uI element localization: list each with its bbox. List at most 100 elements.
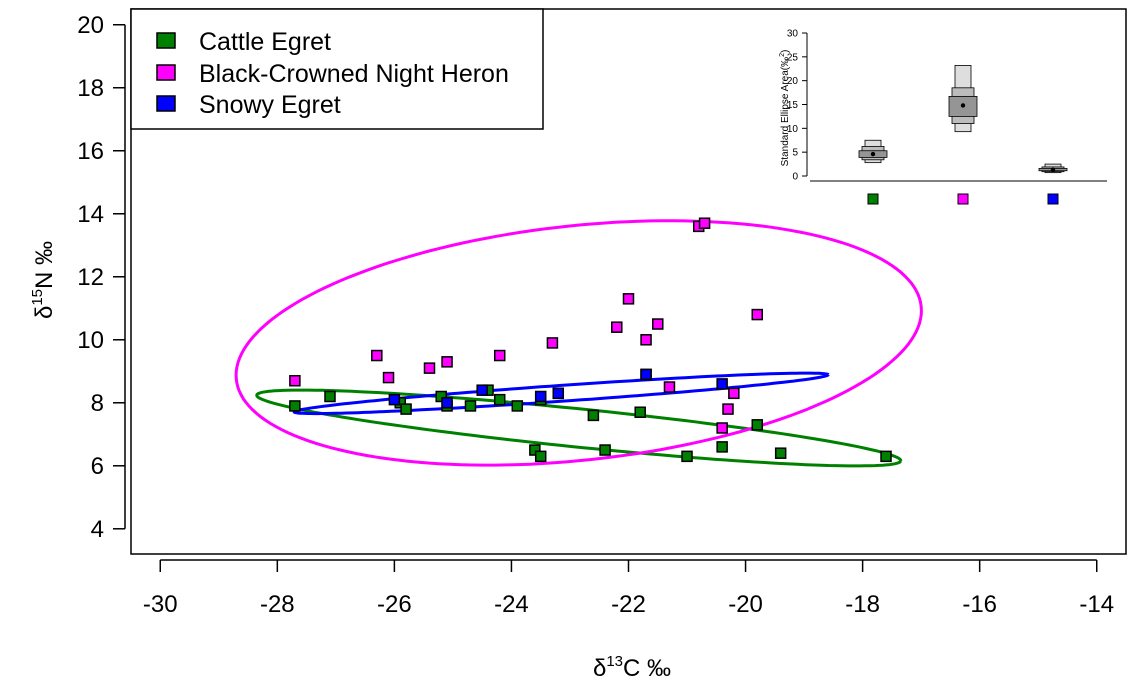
legend-swatch-snowy-egret	[156, 95, 176, 112]
point-black-crowned-night-heron	[698, 217, 711, 229]
x-tick-label: -26	[377, 591, 412, 618]
inset-mode-dot	[870, 151, 876, 157]
point-black-crowned-night-heron	[423, 362, 436, 374]
point-black-crowned-night-heron	[382, 371, 395, 384]
point-black-crowned-night-heron	[640, 334, 652, 346]
inset-y-axis-label-main: Standard Ellipse Area(‰	[780, 57, 791, 167]
point-snowy-egret	[476, 384, 488, 396]
point-cattle-egret	[587, 409, 600, 422]
x-tick-label: -18	[845, 591, 880, 618]
x-tick-label: -22	[611, 591, 646, 618]
point-layer	[289, 217, 892, 463]
point-cattle-egret	[464, 400, 477, 412]
inset-y-tick-label: 20	[787, 76, 799, 87]
x-tick-label: -28	[260, 591, 295, 618]
point-snowy-egret	[534, 390, 547, 403]
ellipse-snowy-egret	[292, 371, 830, 416]
y-tick-label: 10	[77, 327, 104, 354]
point-black-crowned-night-heron	[663, 381, 676, 393]
inset-group-swatch	[957, 193, 969, 205]
x-axis-label: δ13C ‰	[593, 653, 671, 682]
point-cattle-egret	[435, 390, 447, 403]
y-tick-label: 14	[77, 201, 104, 228]
legend: Cattle Egret Black-Crowned Night Heron S…	[130, 8, 544, 130]
point-snowy-egret	[441, 397, 453, 409]
inset-mode-dot	[960, 103, 966, 108]
inset-y-tick-label: 30	[787, 29, 799, 40]
point-cattle-egret	[529, 444, 541, 456]
inset-mode-dot	[1050, 167, 1056, 173]
point-black-crowned-night-heron	[441, 356, 453, 368]
inset-y-tick-label: 0	[792, 172, 798, 183]
legend-label-night-heron: Black-Crowned Night Heron	[199, 60, 509, 88]
point-cattle-egret	[716, 441, 728, 453]
x-tick-label: -20	[728, 591, 763, 618]
point-cattle-egret	[634, 406, 646, 418]
point-snowy-egret	[388, 393, 401, 406]
legend-label-cattle-egret: Cattle Egret	[199, 28, 331, 56]
x-tick-label: -14	[1079, 591, 1114, 618]
y-tick-label: 16	[77, 138, 104, 165]
point-cattle-egret	[880, 450, 892, 463]
point-cattle-egret	[681, 450, 693, 463]
x-tick-label: -16	[962, 591, 997, 618]
point-cattle-egret	[493, 393, 506, 406]
inset-y-axis-label-close: )	[780, 50, 791, 53]
y-axis-label-sup: 15	[29, 289, 46, 306]
inset-y-tick-label: 5	[792, 148, 798, 159]
point-snowy-egret	[640, 368, 652, 381]
inset-y-tick-label: 10	[787, 124, 799, 135]
inset-y-axis-label-sup: 2	[779, 53, 786, 57]
point-snowy-egret	[716, 378, 728, 390]
y-tick-label: 4	[91, 516, 104, 543]
x-axis-label-sup: 13	[606, 653, 623, 670]
point-snowy-egret	[552, 387, 565, 400]
legend-box	[130, 8, 544, 130]
point-black-crowned-night-heron	[622, 293, 635, 305]
y-axis-label-main: N ‰	[31, 241, 58, 289]
ellipse-black-crowned-night-heron	[234, 219, 923, 467]
inset-y-tick-label: 25	[787, 52, 799, 63]
ellipse-cattle-egret	[255, 388, 903, 468]
inset-sea-chart: Standard Ellipse Area(‰2) 0 5 10 15 20 25 30	[779, 29, 1107, 205]
point-cattle-egret	[599, 444, 611, 456]
y-tick-label: 20	[77, 12, 104, 39]
inset-y-tick-label: 15	[787, 100, 799, 111]
inset-y-axis-label: Standard Ellipse Area(‰2)	[779, 50, 791, 167]
point-black-crowned-night-heron	[546, 337, 559, 349]
point-black-crowned-night-heron	[611, 321, 623, 333]
point-black-crowned-night-heron	[722, 403, 734, 415]
ellipse-layer	[234, 219, 923, 468]
point-black-crowned-night-heron	[652, 318, 664, 330]
point-black-crowned-night-heron	[716, 422, 728, 434]
point-black-crowned-night-heron	[493, 349, 506, 362]
point-cattle-egret	[400, 403, 412, 415]
x-axis-label-main: C ‰	[623, 655, 671, 682]
x-axis-label-prefix: δ	[593, 655, 606, 682]
point-cattle-egret	[751, 419, 764, 431]
point-cattle-egret	[324, 390, 336, 403]
legend-label-snowy-egret: Snowy Egret	[199, 91, 341, 119]
y-tick-label: 12	[77, 264, 104, 291]
legend-swatch-cattle-egret	[156, 32, 176, 49]
point-cattle-egret	[774, 447, 787, 459]
y-axis: 4 6 8 10 12 14 16 18 20	[77, 12, 126, 543]
point-cattle-egret	[534, 450, 547, 463]
point-cattle-egret	[511, 400, 524, 412]
point-black-crowned-night-heron	[289, 374, 301, 387]
x-tick-label: -24	[494, 591, 529, 618]
y-axis-label-prefix: δ	[31, 306, 58, 319]
plot-frame	[130, 8, 1127, 555]
x-tick-label: -30	[143, 591, 178, 618]
inset-group-swatch	[867, 193, 879, 205]
inset-group-swatch	[1047, 193, 1059, 205]
y-tick-label: 6	[91, 453, 104, 480]
point-black-crowned-night-heron	[751, 308, 764, 321]
x-axis: -30 -28 -26 -24 -22 -20 -18 -16 -14	[143, 559, 1114, 618]
point-black-crowned-night-heron	[371, 349, 383, 362]
point-cattle-egret	[289, 400, 301, 412]
point-black-crowned-night-heron	[728, 387, 740, 400]
y-tick-label: 18	[77, 75, 104, 102]
y-tick-label: 8	[91, 390, 104, 417]
